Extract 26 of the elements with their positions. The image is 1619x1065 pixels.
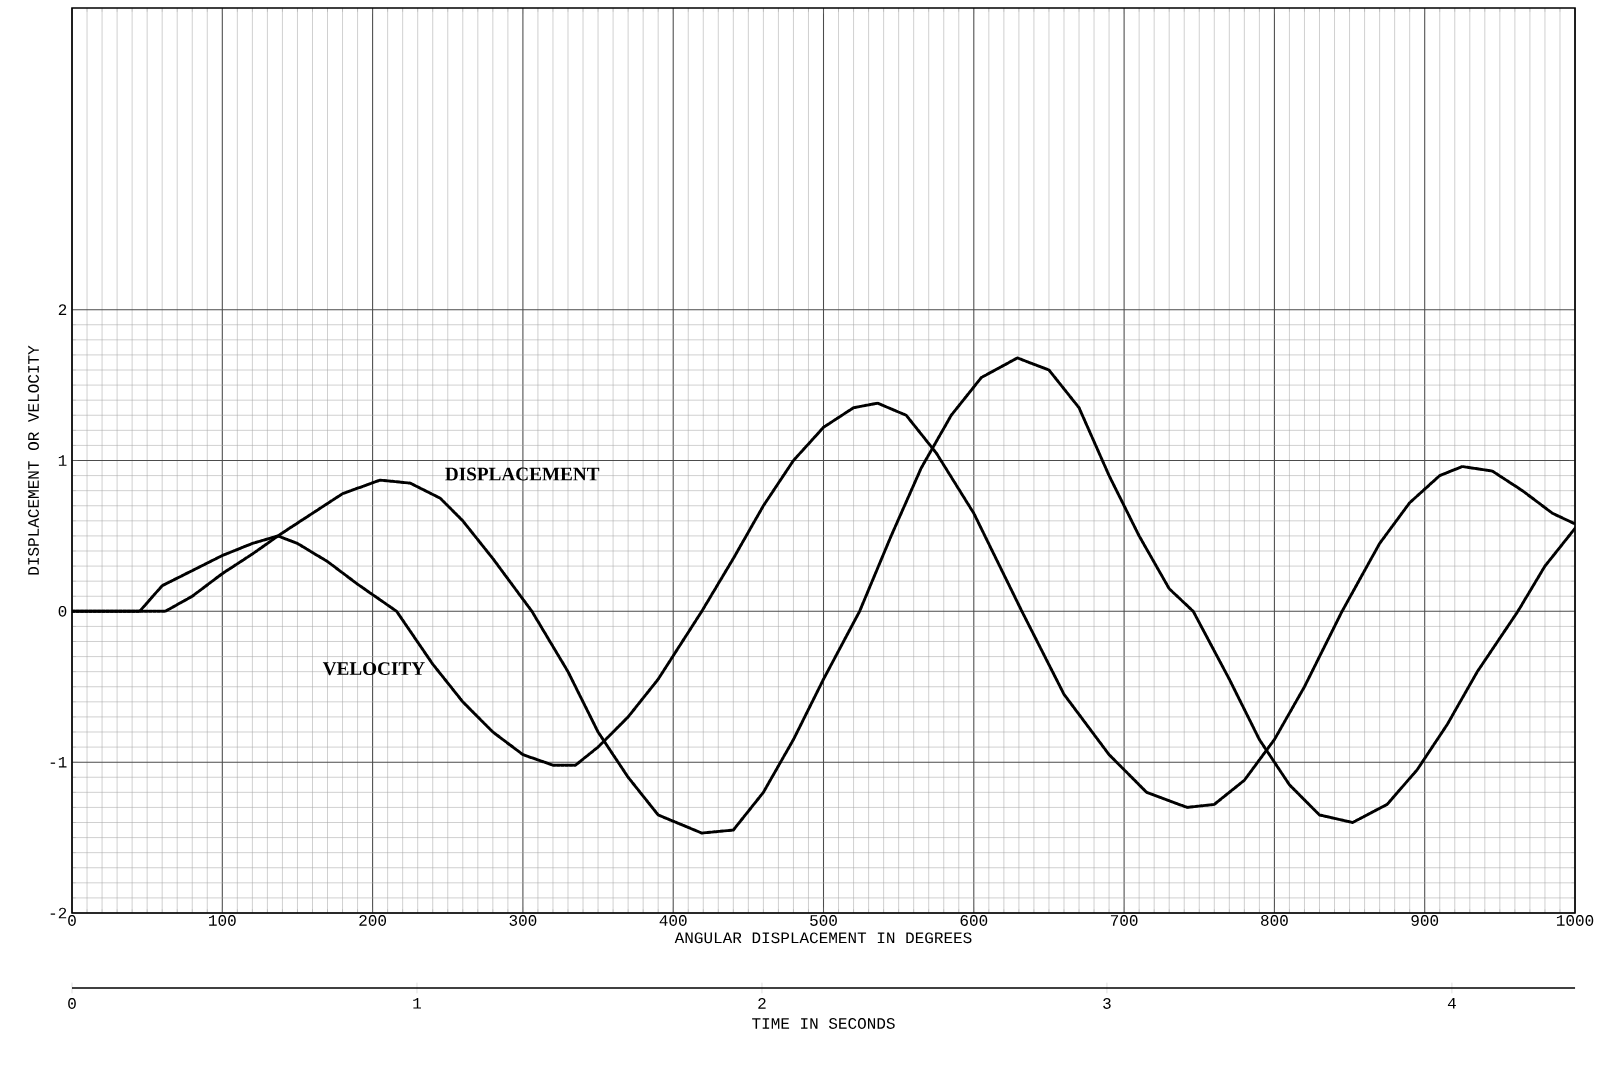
x2-tick-label: 4 <box>1447 998 1456 1009</box>
x2-tick-label: 0 <box>68 998 76 1009</box>
x-tick-label: 800 <box>1261 915 1288 926</box>
y-tick-label: -1 <box>50 756 67 768</box>
y-tick-label: 2 <box>58 304 67 316</box>
x-axis-title: ANGULAR DISPLACEMENT IN DEGREES <box>674 932 972 944</box>
x-tick-label: 700 <box>1110 915 1138 926</box>
x2-tick-label: 3 <box>1103 998 1111 1009</box>
x-tick-label: 0 <box>68 915 76 926</box>
x-tick-label: 600 <box>960 915 988 926</box>
series-label: VELOCITY <box>322 662 425 676</box>
x2-axis-title: TIME IN SECONDS <box>752 1018 895 1029</box>
x2-tick-label: 2 <box>758 998 766 1009</box>
y-tick-label: 0 <box>58 605 67 617</box>
x-tick-label: 300 <box>509 915 537 926</box>
x-tick-label: 400 <box>659 915 687 926</box>
series-label: DISPLACEMENT <box>445 467 600 481</box>
x-tick-label: 1000 <box>1556 915 1594 926</box>
x-tick-label: 200 <box>359 915 387 926</box>
x-tick-label: 900 <box>1411 915 1439 926</box>
x-tick-label: 100 <box>209 915 236 926</box>
x-tick-label: 500 <box>810 915 837 926</box>
x2-tick-label: 1 <box>413 998 421 1009</box>
y-tick-label: -2 <box>50 907 67 919</box>
y-axis-title: DISPLACEMENT OR VELOCITY <box>28 345 39 575</box>
y-tick-label: 1 <box>58 455 67 466</box>
